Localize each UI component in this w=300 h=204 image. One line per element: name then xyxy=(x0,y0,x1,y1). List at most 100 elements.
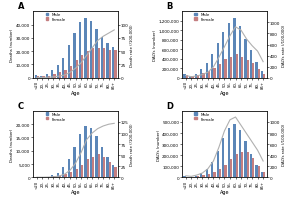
Bar xyxy=(109,51,111,78)
Bar xyxy=(219,169,221,177)
Bar xyxy=(206,170,208,177)
Bar xyxy=(252,158,254,177)
Y-axis label: DALYs (number): DALYs (number) xyxy=(157,129,161,160)
X-axis label: Age: Age xyxy=(71,190,80,195)
Bar xyxy=(244,40,247,78)
Bar xyxy=(184,74,186,78)
Bar xyxy=(79,134,81,177)
Y-axis label: Death rate (/100,000): Death rate (/100,000) xyxy=(130,24,134,67)
Bar xyxy=(236,55,238,78)
Bar xyxy=(73,33,76,78)
Bar xyxy=(68,45,70,78)
Bar xyxy=(68,160,70,177)
Bar xyxy=(57,173,59,177)
Bar xyxy=(263,74,266,78)
Y-axis label: DALYs (number): DALYs (number) xyxy=(153,30,157,61)
Bar xyxy=(247,153,249,177)
Text: C: C xyxy=(18,101,24,110)
Bar xyxy=(42,77,45,78)
Bar xyxy=(255,165,258,177)
Text: A: A xyxy=(18,2,24,11)
Bar xyxy=(46,74,48,78)
Bar xyxy=(247,61,249,78)
Bar xyxy=(81,165,83,177)
Bar xyxy=(217,152,219,177)
Bar xyxy=(106,158,109,177)
Bar xyxy=(239,131,241,177)
Bar xyxy=(186,75,188,78)
Bar xyxy=(208,71,210,78)
Bar xyxy=(250,154,252,177)
Bar xyxy=(222,138,224,177)
Bar xyxy=(194,74,197,78)
Bar xyxy=(217,43,219,78)
Bar xyxy=(252,64,254,78)
Bar xyxy=(95,29,98,78)
Bar xyxy=(40,76,42,78)
Bar xyxy=(230,159,232,177)
Bar xyxy=(197,176,199,177)
Text: D: D xyxy=(167,101,174,110)
Bar xyxy=(230,58,232,78)
Bar xyxy=(222,33,224,78)
X-axis label: Age: Age xyxy=(220,90,229,95)
Bar xyxy=(239,26,241,78)
Legend: Male, Female: Male, Female xyxy=(45,13,66,22)
Bar xyxy=(236,154,238,177)
Bar xyxy=(189,76,191,78)
Bar xyxy=(90,129,92,177)
Y-axis label: DALYs rate (/100,000): DALYs rate (/100,000) xyxy=(281,24,286,66)
Bar xyxy=(103,49,106,78)
Bar xyxy=(62,59,64,78)
Bar xyxy=(64,175,67,177)
Bar xyxy=(81,56,83,78)
Bar xyxy=(64,70,67,78)
Bar xyxy=(219,65,221,78)
Bar xyxy=(191,77,194,78)
Bar xyxy=(101,37,103,78)
Bar xyxy=(92,49,94,78)
Bar xyxy=(90,21,92,78)
Bar xyxy=(202,176,205,177)
Bar xyxy=(224,165,227,177)
Bar xyxy=(98,49,100,78)
X-axis label: Age: Age xyxy=(220,190,229,195)
X-axis label: Age: Age xyxy=(71,90,80,95)
Legend: Male, Female: Male, Female xyxy=(194,112,215,121)
Bar xyxy=(228,24,230,78)
Bar xyxy=(233,19,236,78)
Bar xyxy=(101,147,103,177)
Text: B: B xyxy=(167,2,173,11)
Legend: Male, Female: Male, Female xyxy=(194,13,215,22)
Legend: Male, Female: Male, Female xyxy=(45,112,66,121)
Bar xyxy=(114,51,116,78)
Bar xyxy=(53,75,56,78)
Bar xyxy=(98,154,100,177)
Bar xyxy=(241,153,243,177)
Bar xyxy=(211,163,213,177)
Bar xyxy=(255,63,258,78)
Bar xyxy=(263,172,266,177)
Bar xyxy=(37,76,39,78)
Bar xyxy=(213,172,216,177)
Bar xyxy=(76,169,78,177)
Bar xyxy=(244,142,247,177)
Bar xyxy=(92,157,94,177)
Bar xyxy=(261,172,263,177)
Bar xyxy=(62,167,64,177)
Y-axis label: Deaths (number): Deaths (number) xyxy=(11,29,14,62)
Bar xyxy=(112,166,114,177)
Bar xyxy=(84,19,87,78)
Bar xyxy=(258,166,260,177)
Bar xyxy=(228,129,230,177)
Bar xyxy=(114,167,116,177)
Bar xyxy=(109,162,111,177)
Y-axis label: Death rate (/100,000): Death rate (/100,000) xyxy=(130,123,134,166)
Bar xyxy=(258,69,260,78)
Bar xyxy=(200,173,203,177)
Bar xyxy=(208,174,210,177)
Bar xyxy=(103,157,106,177)
Bar xyxy=(79,23,81,78)
Bar xyxy=(70,67,72,78)
Bar xyxy=(59,73,61,78)
